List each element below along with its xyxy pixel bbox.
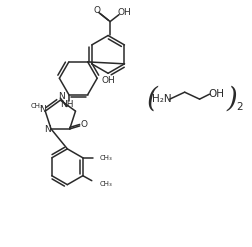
Text: OH: OH: [117, 8, 130, 17]
Text: NH: NH: [60, 100, 73, 109]
Text: O: O: [93, 6, 100, 15]
Text: (: (: [146, 86, 157, 113]
Text: N: N: [39, 105, 45, 114]
Text: OH: OH: [101, 76, 114, 85]
Text: CH₃: CH₃: [31, 103, 44, 109]
Text: CH₃: CH₃: [99, 181, 112, 187]
Text: CH₃: CH₃: [99, 155, 112, 161]
Text: N: N: [58, 92, 65, 101]
Text: 2: 2: [235, 102, 242, 112]
Text: OH: OH: [208, 89, 224, 99]
Text: N: N: [44, 125, 51, 134]
Text: O: O: [80, 121, 87, 129]
Text: H₂N: H₂N: [151, 94, 171, 104]
Text: ): ): [226, 86, 237, 113]
